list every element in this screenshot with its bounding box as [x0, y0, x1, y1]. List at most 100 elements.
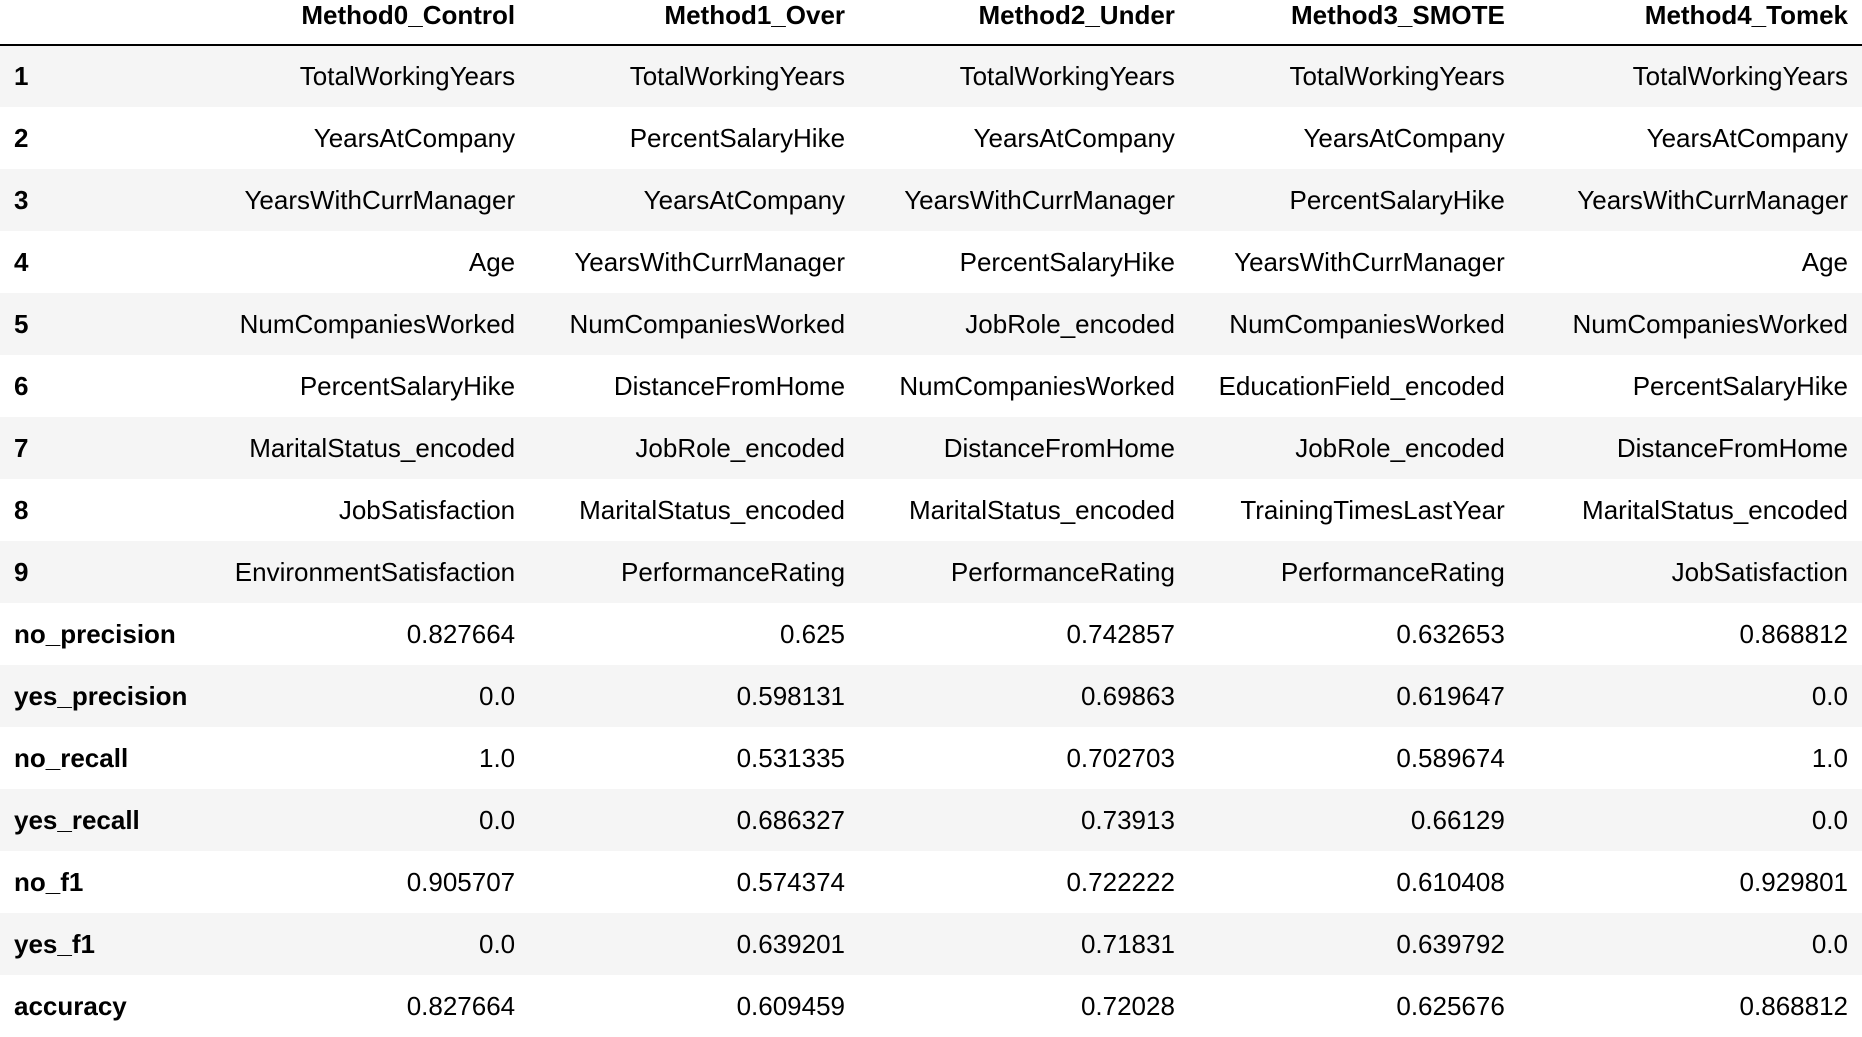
table-cell: 1.0 [478, 742, 516, 773]
table-cell: PercentSalaryHike [629, 122, 846, 153]
table-body: 1 TotalWorkingYears TotalWorkingYears Total… [0, 45, 1862, 1037]
row-index-label: no_recall [14, 742, 129, 773]
column-header-method2: Method2_Under [859, 0, 1189, 46]
table-cell: MaritalStatus_encoded [579, 494, 846, 525]
table-cell: MaritalStatus_encoded [908, 494, 1175, 525]
row-index-label: no_f1 [14, 866, 84, 897]
row-index-label: 7 [14, 432, 29, 463]
table-cell: 0.742857 [1066, 618, 1175, 649]
row-index-label: 9 [14, 556, 29, 587]
table-row: 2 YearsAtCompany PercentSalaryHike YearsAtC… [0, 107, 1862, 169]
header-row: Method0_Control Method1_Over Method2_Und… [0, 0, 1862, 46]
table-cell: 0.598131 [736, 680, 846, 711]
table-cell: JobSatisfaction [338, 494, 516, 525]
table-row: no_f1 0.905707 0.574374 0.722222 0.610408 0.9… [0, 851, 1862, 913]
table-cell: JobSatisfaction [1671, 556, 1848, 587]
table-cell: 0.639792 [1396, 928, 1505, 959]
table-row: no_precision 0.827664 0.625 0.742857 0.63265… [0, 603, 1862, 665]
table-cell: JobRole_encoded [1295, 432, 1505, 463]
table-cell: NumCompaniesWorked [1229, 308, 1505, 339]
table-cell: PercentSalaryHike [1632, 370, 1848, 401]
table-cell: NumCompaniesWorked [239, 308, 516, 339]
table-cell: 0.72028 [1080, 990, 1175, 1021]
table-cell: 0.0 [478, 680, 516, 711]
table-row: 5 NumCompaniesWorked NumCompaniesWorked Job… [0, 293, 1862, 355]
table-cell: DistanceFromHome [613, 370, 846, 401]
table-cell: MaritalStatus_encoded [249, 432, 516, 463]
table-cell: 0.0 [1811, 928, 1848, 959]
table-cell: 0.929801 [1739, 866, 1848, 897]
table-cell: YearsAtCompany [1303, 122, 1505, 153]
table-row: 6 PercentSalaryHike DistanceFromHome NumCom… [0, 355, 1862, 417]
row-index-label: 5 [14, 308, 29, 339]
table-cell: 0.827664 [406, 618, 516, 649]
table-cell: 0.71831 [1080, 928, 1175, 959]
table-cell: 0.632653 [1396, 618, 1505, 649]
row-index-label: yes_precision [14, 680, 188, 711]
row-index-label: 4 [14, 246, 29, 277]
table-row: yes_recall 0.0 0.686327 0.73913 0.66129 0.0 [0, 789, 1862, 851]
table-cell: YearsWithCurrManager [244, 184, 516, 215]
table-cell: 0.686327 [736, 804, 846, 835]
table-cell: TotalWorkingYears [959, 61, 1175, 91]
row-index-label: 6 [14, 370, 29, 401]
table-cell: 0.868812 [1739, 990, 1848, 1021]
row-index-label: 1 [14, 61, 29, 91]
table-cell: TotalWorkingYears [629, 61, 846, 91]
row-index-label: accuracy [14, 990, 127, 1021]
table-cell: NumCompaniesWorked [569, 308, 846, 339]
table-row: accuracy 0.827664 0.609459 0.72028 0.625676 0… [0, 975, 1862, 1037]
table-cell: 0.625676 [1396, 990, 1505, 1021]
table-cell: 0.625 [779, 618, 846, 649]
table-cell: YearsAtCompany [313, 122, 516, 153]
row-index-label: 8 [14, 494, 29, 525]
table-cell: 0.574374 [736, 866, 846, 897]
table-cell: 0.609459 [736, 990, 846, 1021]
table-cell: YearsWithCurrManager [1577, 184, 1848, 215]
table-cell: PerformanceRating [950, 556, 1175, 587]
column-header-method3: Method3_SMOTE [1188, 0, 1519, 46]
table-cell: YearsAtCompany [643, 184, 846, 215]
table-cell: 0.0 [478, 804, 516, 835]
table-row: 4 Age YearsWithCurrManager PercentSalaryHik… [0, 231, 1862, 293]
table-cell: 0.702703 [1066, 742, 1175, 773]
table-row: yes_f1 0.0 0.639201 0.71831 0.639792 0.0 [0, 913, 1862, 975]
table-row: yes_precision 0.0 0.598131 0.69863 0.619647 0… [0, 665, 1862, 727]
table-cell: TotalWorkingYears [1289, 61, 1505, 91]
row-index-label: yes_recall [14, 804, 140, 835]
column-header-method1: Method1_Over [529, 0, 860, 46]
column-header-method4: Method4_Tomek [1518, 0, 1862, 46]
table-cell: 0.0 [1811, 680, 1848, 711]
table-row: no_recall 1.0 0.531335 0.702703 0.589674 1.0 [0, 727, 1862, 789]
table-cell: 0.827664 [406, 990, 516, 1021]
table-cell: 0.66129 [1410, 804, 1505, 835]
row-index-label: 3 [14, 184, 29, 215]
table-cell: 0.531335 [736, 742, 846, 773]
table-row: 7 MaritalStatus_encoded JobRole_encoded Dis… [0, 417, 1862, 479]
table-cell: PercentSalaryHike [1289, 184, 1505, 215]
table-cell: 0.722222 [1066, 866, 1175, 897]
table-row: 9 EnvironmentSatisfaction PerformanceRatin… [0, 541, 1862, 603]
table-cell: MaritalStatus_encoded [1582, 494, 1848, 525]
table-cell: 0.0 [1811, 804, 1848, 835]
table-cell: 0.868812 [1739, 618, 1848, 649]
table-cell: TrainingTimesLastYear [1240, 494, 1505, 525]
table-cell: YearsWithCurrManager [574, 246, 846, 277]
row-index-label: 2 [14, 122, 29, 153]
row-index-label: no_precision [14, 618, 176, 649]
table-cell: PerformanceRating [621, 556, 846, 587]
table-cell: 1.0 [1811, 742, 1848, 773]
table-cell: DistanceFromHome [943, 432, 1175, 463]
table-cell: 0.73913 [1080, 804, 1175, 835]
table-row: 3 YearsWithCurrManager YearsAtCompany Years… [0, 169, 1862, 231]
table-cell: YearsAtCompany [1646, 122, 1848, 153]
table-cell: DistanceFromHome [1616, 432, 1848, 463]
table-cell: NumCompaniesWorked [1572, 308, 1848, 339]
table-cell: YearsAtCompany [973, 122, 1175, 153]
table-cell: 0.69863 [1080, 680, 1175, 711]
table-cell: Age [1801, 246, 1848, 277]
table-cell: EnvironmentSatisfaction [234, 556, 516, 587]
table-cell: 0.905707 [406, 866, 516, 897]
table-cell: JobRole_encoded [635, 432, 846, 463]
